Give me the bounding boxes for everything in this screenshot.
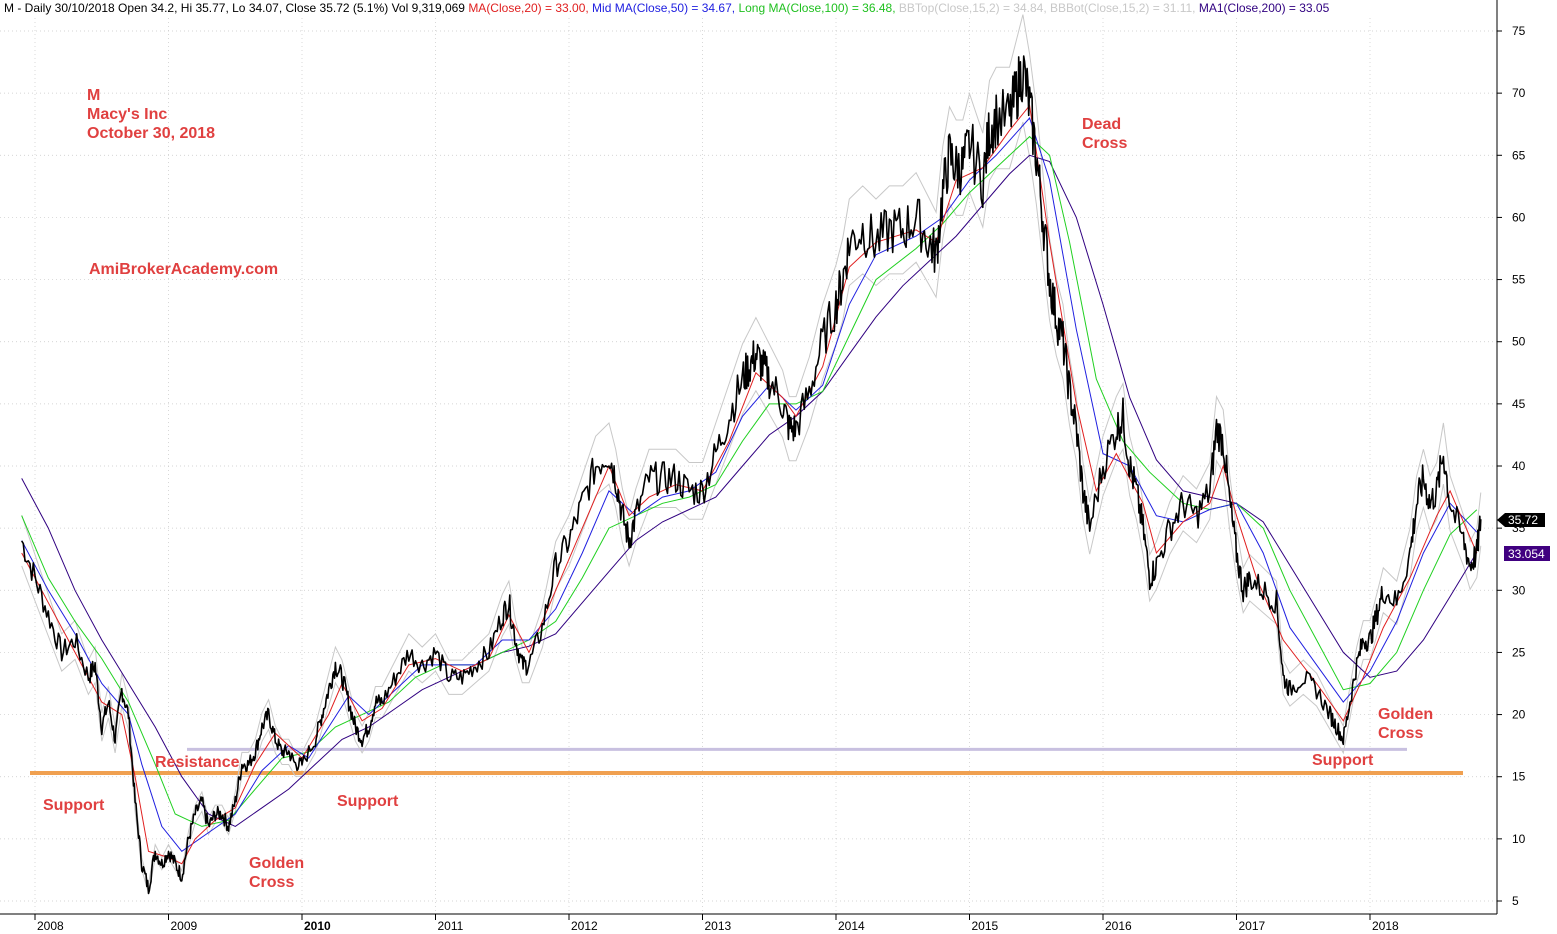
- header-bbbot: BBBot(Close,15,2) = 31.11,: [1050, 1, 1199, 15]
- ma200-line: [21, 154, 1478, 827]
- support-label-3: Support: [1312, 752, 1374, 769]
- header-ma200: MA1(Close,200) = 33.05: [1199, 1, 1330, 15]
- y-tick-label: 65: [1512, 148, 1526, 162]
- dead-cross-label-1: Dead: [1082, 116, 1121, 133]
- y-tick-label: 15: [1512, 770, 1526, 784]
- y-tick-label: 20: [1512, 708, 1526, 722]
- bollinger-bottom-line: [21, 121, 1482, 894]
- y-tick-label: 70: [1512, 86, 1526, 100]
- header-prefix: M - Daily 30/10/2018 Open 34.2, Hi 35.77…: [4, 1, 468, 15]
- y-tick-label: 45: [1512, 397, 1526, 411]
- ma50-line: [21, 117, 1478, 852]
- grid-lines: [0, 18, 1497, 914]
- y-tick-label: 25: [1512, 645, 1526, 659]
- x-tick-label: 2015: [972, 919, 999, 933]
- y-tick-label: 10: [1512, 832, 1526, 846]
- x-axis: 2008 2009 2010 2011 2012 2013 2014 2015 2016 2017…: [0, 913, 1497, 933]
- header-readout: M - Daily 30/10/2018 Open 34.2, Hi 35.77…: [4, 1, 1330, 15]
- ma200-price-tag: 33.054: [1504, 546, 1550, 561]
- y-tick-label: 55: [1512, 273, 1526, 287]
- x-tick-label: 2017: [1239, 919, 1266, 933]
- last-price-tag-bg: [1497, 513, 1545, 527]
- y-tick-label: 60: [1512, 210, 1526, 224]
- x-tick-label: 2009: [171, 919, 198, 933]
- x-tick-label: 2012: [571, 919, 598, 933]
- y-tick-label: 50: [1512, 335, 1526, 349]
- last-price-tag-text: 35.72: [1508, 513, 1538, 527]
- annotations: M Macy's Inc October 30, 2018 AmiBrokerA…: [43, 87, 1433, 891]
- golden-cross-label-b2: Cross: [1378, 725, 1423, 742]
- dead-cross-label-2: Cross: [1082, 135, 1127, 152]
- x-tick-label: 2008: [37, 919, 64, 933]
- company-label: Macy's Inc: [87, 106, 167, 123]
- support-resistance-lines: [30, 747, 1463, 775]
- golden-cross-label-b1: Golden: [1378, 706, 1433, 723]
- bollinger-top-line: [21, 14, 1482, 885]
- ma100-line: [21, 135, 1478, 827]
- y-tick-label: 30: [1512, 583, 1526, 597]
- header-ma100: Long MA(Close,100) = 36.48,: [738, 1, 898, 15]
- date-label: October 30, 2018: [87, 125, 215, 142]
- price-line: [21, 55, 1482, 895]
- x-tick-label: 2010: [304, 919, 331, 933]
- support-label-2: Support: [337, 793, 399, 810]
- header-bbtop: BBTop(Close,15,2) = 34.84,: [899, 1, 1050, 15]
- ticker-label: M: [87, 87, 100, 104]
- x-tick-label: 2011: [438, 919, 464, 933]
- support-label-1: Support: [43, 797, 105, 814]
- y-tick-label: 40: [1512, 459, 1526, 473]
- x-tick-label: 2013: [705, 919, 732, 933]
- x-tick-label: 2016: [1105, 919, 1132, 933]
- golden-cross-label-a1: Golden: [249, 855, 304, 872]
- last-price-tag: 35.72: [1497, 513, 1545, 527]
- header-ma20: MA(Close,20) = 33.00,: [468, 1, 592, 15]
- header-ma50: Mid MA(Close,50) = 34.67,: [592, 1, 738, 15]
- ma200-tag-bg: [1504, 546, 1550, 561]
- site-label: AmiBrokerAcademy.com: [89, 261, 278, 278]
- x-tick-label: 2014: [838, 919, 865, 933]
- resistance-label: Resistance: [155, 754, 240, 771]
- golden-cross-label-a2: Cross: [249, 874, 294, 891]
- y-tick-label: 75: [1512, 24, 1526, 38]
- y-tick-label: 5: [1512, 894, 1519, 908]
- ma200-tag-text: 33.054: [1508, 547, 1545, 561]
- series-lines: [21, 14, 1482, 895]
- x-tick-label: 2018: [1372, 919, 1399, 933]
